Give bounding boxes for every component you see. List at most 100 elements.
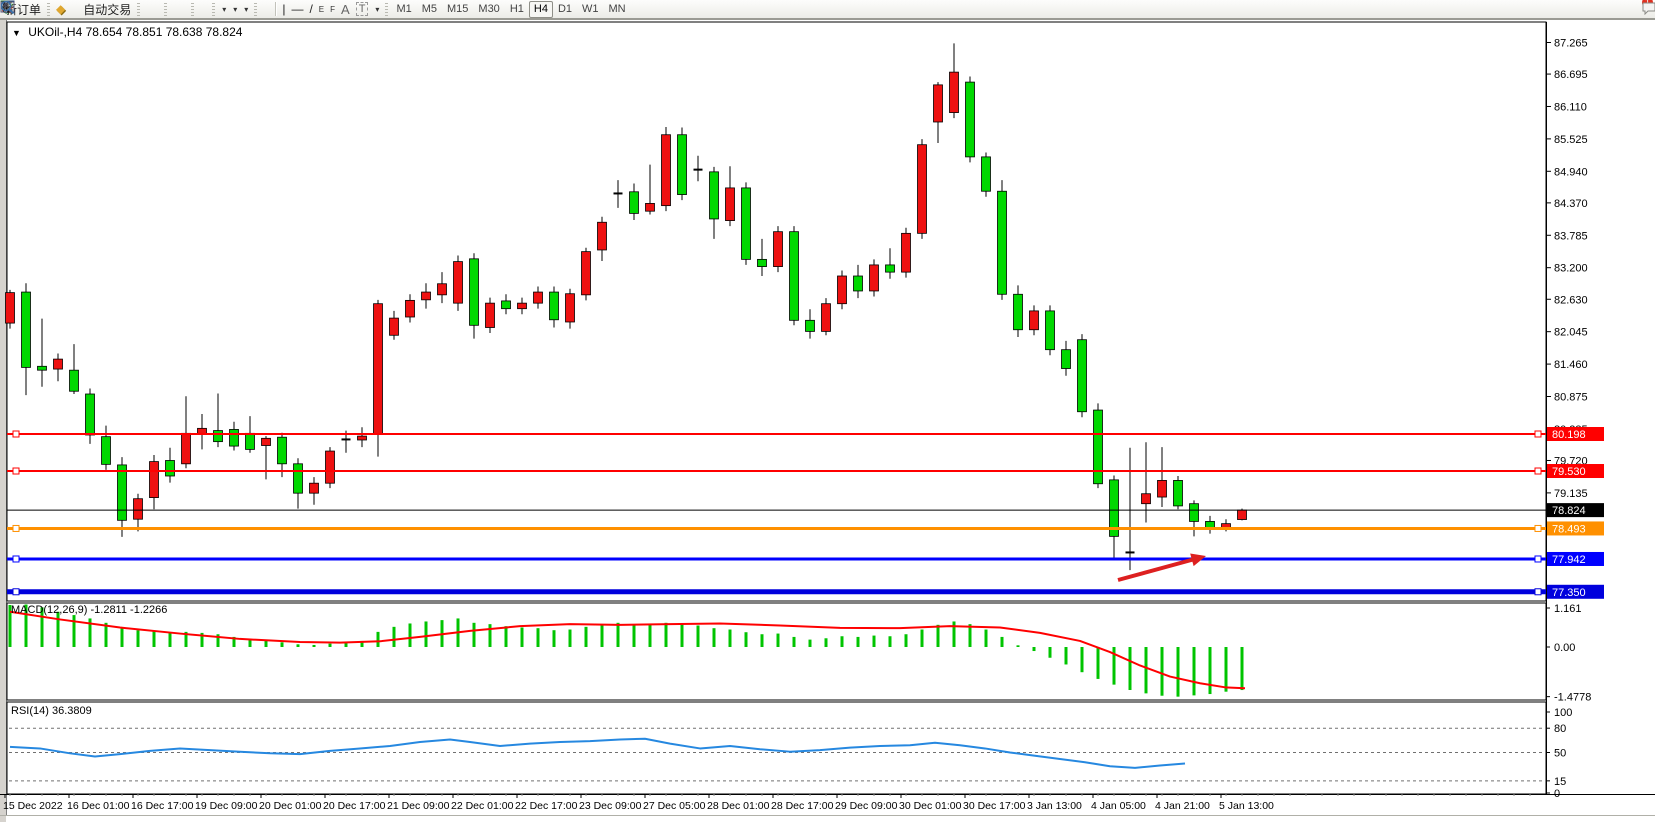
candle xyxy=(949,71,959,113)
arrow-annotation-head[interactable] xyxy=(1190,553,1206,567)
candle xyxy=(1013,293,1023,331)
line-handle[interactable] xyxy=(1534,467,1542,475)
text-tool-button[interactable]: A xyxy=(338,1,353,18)
timeframe-m30[interactable]: M30 xyxy=(478,2,500,15)
rsi-name: RSI(14) xyxy=(11,705,49,717)
line-handle[interactable] xyxy=(12,467,20,475)
price-tag xyxy=(1547,551,1604,566)
candle xyxy=(325,450,335,484)
timeframe-h1[interactable]: H1 xyxy=(509,2,524,15)
candle xyxy=(933,84,943,123)
chevron-down-icon: ▾ xyxy=(244,4,249,14)
candle xyxy=(453,261,463,304)
time-label: 28 Dec 17:00 xyxy=(771,800,834,812)
price-tag xyxy=(1547,584,1604,599)
candle xyxy=(837,275,847,305)
timeframe-m5[interactable]: M5 xyxy=(421,2,437,15)
price-tick-label: 80.875 xyxy=(1554,391,1588,403)
candle xyxy=(101,436,111,465)
line-handle[interactable] xyxy=(1534,555,1542,563)
main-pane[interactable] xyxy=(6,21,1547,602)
vertical-line-tool-button[interactable]: | xyxy=(279,1,288,18)
price-tag-label: 77.350 xyxy=(1552,587,1586,599)
timeframe-m15[interactable]: M15 xyxy=(447,2,469,15)
candle xyxy=(229,429,239,447)
candle xyxy=(917,144,927,234)
timeframe-w1[interactable]: W1 xyxy=(582,2,599,15)
timeframe-mn[interactable]: MN xyxy=(608,2,626,15)
candle xyxy=(997,190,1007,295)
candle xyxy=(885,264,895,273)
price-tick-label: 86.110 xyxy=(1554,101,1587,113)
timeframe-d1[interactable]: D1 xyxy=(557,2,572,15)
candle xyxy=(501,300,511,310)
price-tick-label: 83.200 xyxy=(1554,263,1588,275)
time-label: 21 Dec 09:00 xyxy=(387,800,450,812)
arrow-annotation[interactable] xyxy=(1117,556,1197,582)
macd-pane[interactable] xyxy=(6,602,1547,701)
timeframe-m1[interactable]: M1 xyxy=(396,2,412,15)
timeframe-h4[interactable]: H4 xyxy=(528,0,553,18)
candle xyxy=(853,275,863,292)
price-tag xyxy=(1547,464,1604,479)
arrows-tool-button[interactable]: ▾ xyxy=(2,1,382,18)
trendline-tool-button[interactable]: / xyxy=(306,1,315,18)
candle xyxy=(629,191,639,214)
time-label: 4 Jan 21:00 xyxy=(1155,800,1210,812)
time-label: 20 Dec 01:00 xyxy=(259,800,322,812)
crosshair-tool-button[interactable] xyxy=(1,1,272,18)
chart-dropdown-icon[interactable]: ▼ xyxy=(12,28,21,38)
rsi-pane[interactable] xyxy=(6,701,1547,795)
toolbar-grip xyxy=(137,2,141,16)
candle xyxy=(53,358,63,370)
text-label-tool-button[interactable]: T xyxy=(353,1,372,18)
search-button[interactable] xyxy=(0,0,1635,18)
candle xyxy=(421,291,431,301)
notifications-button[interactable]: 1 xyxy=(1641,0,1655,18)
candle xyxy=(245,432,255,450)
macd-scale-label: -1.4778 xyxy=(1554,692,1591,704)
time-label: 5 Jan 13:00 xyxy=(1219,800,1274,812)
line-handle[interactable] xyxy=(12,524,20,532)
channel-tool-button[interactable]: F xyxy=(2,1,338,18)
horizontal-line-tool-button[interactable]: — xyxy=(288,1,306,18)
price-tick-label: 83.785 xyxy=(1554,230,1588,242)
channel-sub-label: F xyxy=(330,4,336,14)
candle xyxy=(1093,409,1103,485)
candle xyxy=(533,291,543,304)
timeframe-group: M1 M5 M15 M30 H1 H4 D1 W1 MN xyxy=(391,0,630,18)
line-chart-mode-button[interactable] xyxy=(1,1,161,18)
price-tag-label: 78.493 xyxy=(1552,523,1586,535)
candle xyxy=(1109,479,1119,537)
new-chart-button[interactable]: ▾ xyxy=(1,1,229,18)
chart-shift-button[interactable] xyxy=(2,1,209,18)
toolbar-grip xyxy=(191,2,195,16)
rsi-indicator-label: RSI(14) 36.3809 xyxy=(11,705,92,717)
line-handle[interactable] xyxy=(12,588,20,596)
templates-button[interactable]: ▾ xyxy=(0,1,251,18)
fibonacci-tool-button[interactable]: E xyxy=(1,1,327,18)
candle xyxy=(309,482,319,494)
candle xyxy=(645,203,655,212)
tile-windows-button[interactable] xyxy=(0,0,188,18)
candle xyxy=(1141,493,1151,505)
candle xyxy=(293,463,303,494)
line-handle[interactable] xyxy=(1534,430,1542,438)
line-handle[interactable] xyxy=(1534,524,1542,532)
candle xyxy=(549,291,559,321)
candle xyxy=(181,432,191,465)
auto-trading-button[interactable]: 自动交易 xyxy=(0,0,134,18)
trendline-icon: / xyxy=(309,2,313,16)
rsi-scale-label: 80 xyxy=(1554,723,1566,735)
candle xyxy=(133,498,143,520)
time-label: 19 Dec 09:00 xyxy=(195,800,258,812)
profiles-button[interactable]: ▾ xyxy=(1,1,240,18)
line-handle[interactable] xyxy=(12,430,20,438)
market-watch-button[interactable]: ◆ xyxy=(53,1,68,18)
line-handle[interactable] xyxy=(1534,588,1542,596)
candle xyxy=(805,319,815,332)
candle xyxy=(597,221,607,251)
line-handle[interactable] xyxy=(12,555,20,563)
price-tick-label: 82.630 xyxy=(1554,294,1588,306)
